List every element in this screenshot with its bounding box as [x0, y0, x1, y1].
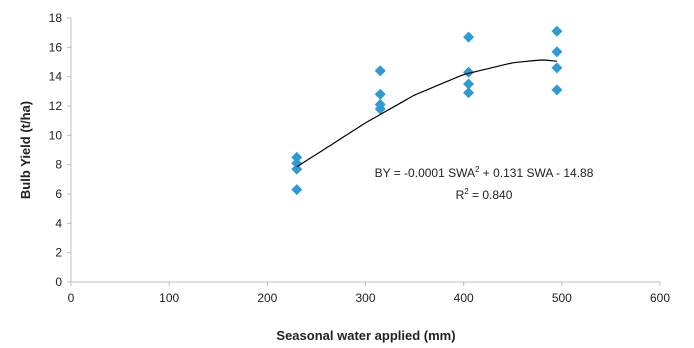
- data-point: [291, 151, 303, 163]
- y-axis-title: Bulb Yield (t/ha): [18, 101, 33, 199]
- data-point: [551, 46, 563, 58]
- y-tick-label: 6: [55, 187, 62, 201]
- x-axis-title: Seasonal water applied (mm): [276, 328, 455, 343]
- y-tick-label: 14: [49, 70, 63, 84]
- y-tick-label: 2: [55, 246, 62, 260]
- x-tick-label: 400: [454, 291, 474, 305]
- data-point: [374, 65, 386, 77]
- data-point: [291, 184, 303, 196]
- x-tick-label: 200: [257, 291, 277, 305]
- y-tick-label: 16: [49, 40, 63, 54]
- x-axis-ticks: 0 100 200 300 400 500 600: [68, 282, 670, 305]
- data-points: [291, 25, 563, 196]
- y-tick-label: 8: [55, 158, 62, 172]
- y-axis-ticks: 0 2 4 6 8 10 12 14 16 18: [49, 11, 71, 289]
- data-point: [374, 88, 386, 100]
- data-point: [463, 66, 475, 78]
- x-tick-label: 500: [552, 291, 572, 305]
- data-point: [463, 78, 475, 90]
- x-tick-label: 100: [159, 291, 179, 305]
- x-tick-label: 300: [355, 291, 375, 305]
- data-point: [463, 31, 475, 43]
- r-squared-label: R2 = 0.840: [456, 187, 513, 202]
- y-tick-label: 18: [49, 11, 63, 25]
- data-point: [551, 62, 563, 74]
- data-point: [291, 157, 303, 169]
- data-point: [463, 87, 475, 99]
- y-tick-label: 4: [55, 216, 62, 230]
- y-tick-label: 10: [49, 128, 63, 142]
- trendline: [296, 59, 557, 168]
- y-tick-label: 12: [49, 99, 63, 113]
- data-point: [551, 84, 563, 96]
- x-tick-label: 600: [650, 291, 670, 305]
- data-point: [551, 25, 563, 37]
- data-point: [374, 103, 386, 115]
- trendline-equation: BY = -0.0001 SWA2 + 0.131 SWA - 14.88: [375, 165, 594, 180]
- x-tick-label: 0: [68, 291, 75, 305]
- y-tick-label: 0: [55, 275, 62, 289]
- data-point: [291, 163, 303, 175]
